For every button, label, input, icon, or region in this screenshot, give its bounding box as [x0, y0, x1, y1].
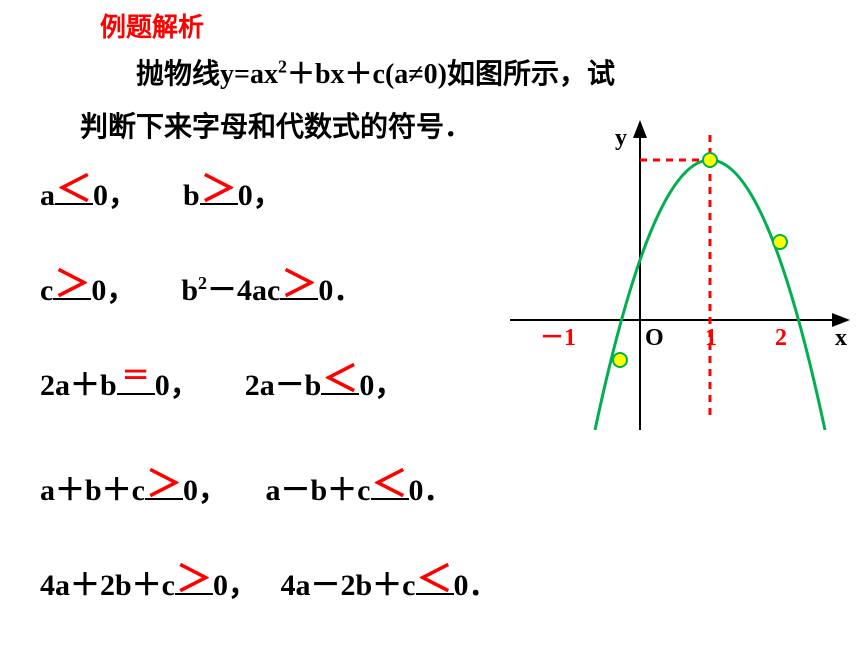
vertex-point	[703, 153, 717, 167]
parabola-graph: y x O －1 1 2	[510, 120, 850, 430]
answer-ambpc: ＜	[371, 466, 407, 502]
row-apbpc-ambpc: a＋b＋c＞0， a－b＋c＜0．	[40, 465, 454, 509]
answer-4ap2bpc: ＞	[176, 561, 212, 597]
expr-b: b	[183, 179, 200, 212]
root-point	[613, 353, 627, 367]
blank-2apb: ＝	[117, 360, 155, 395]
post-c: 0，	[91, 274, 136, 307]
y-axis-label: y	[615, 125, 627, 151]
expr-2apb: 2a＋b	[40, 369, 117, 402]
answer-c: ＞	[54, 266, 90, 302]
row-2apb-2amb: 2a＋b＝0， 2a－b＜0，	[40, 360, 404, 404]
answer-b: ＞	[201, 171, 237, 207]
expr-disc: b2－4ac	[181, 274, 280, 307]
post-a: 0，	[93, 179, 138, 212]
answer-2apb: ＝	[122, 363, 150, 391]
expr-4am2bpc: 4a－2b＋c	[281, 569, 416, 602]
expr-a: a	[40, 179, 55, 212]
blank-b: ＞	[200, 170, 238, 205]
blank-a: ＜	[55, 170, 93, 205]
post-b: 0，	[238, 179, 283, 212]
origin-label: O	[645, 325, 664, 351]
blank-disc: ＞	[280, 265, 318, 300]
post-ambpc: 0．	[409, 474, 454, 507]
tick-neg1: －1	[540, 325, 576, 351]
problem-line2: 判断下来字母和代数式的符号．	[80, 112, 472, 143]
post-disc: 0．	[318, 274, 363, 307]
blank-ambpc: ＜	[371, 465, 409, 500]
post-4am2bpc: 0．	[454, 569, 499, 602]
point-at-2	[773, 235, 787, 249]
answer-a: ＜	[56, 171, 92, 207]
tick-2: 2	[775, 325, 787, 351]
y-axis-arrow	[633, 120, 647, 138]
blank-2amb: ＜	[321, 360, 359, 395]
answer-4am2bpc: ＜	[416, 561, 452, 597]
post-2amb: 0，	[359, 369, 404, 402]
row-4ap2bpc-4am2bpc: 4a＋2b＋c＞0， 4a－2b＋c＜0．	[40, 560, 499, 604]
expr-4ap2bpc: 4a＋2b＋c	[40, 569, 175, 602]
expr-apbpc: a＋b＋c	[40, 474, 145, 507]
expr-2amb: 2a－b	[245, 369, 322, 402]
tick-1: 1	[705, 325, 717, 351]
row-a-b: a＜0， b＞0，	[40, 170, 283, 214]
blank-c: ＞	[53, 265, 91, 300]
problem-line1: 抛物线y=ax2＋bx＋c(a≠0)如图所示，试	[80, 59, 615, 90]
blank-4ap2bpc: ＞	[175, 560, 213, 595]
row-c-disc: c＞0， b2－4ac＞0．	[40, 265, 363, 309]
answer-2amb: ＜	[322, 361, 358, 397]
x-axis-label: x	[835, 325, 847, 351]
post-4ap2bpc: 0，	[213, 569, 258, 602]
expr-ambpc: a－b＋c	[266, 474, 371, 507]
blank-4am2bpc: ＜	[416, 560, 454, 595]
post-apbpc: 0，	[183, 474, 228, 507]
answer-apbpc: ＞	[146, 466, 182, 502]
post-2apb: 0，	[155, 369, 200, 402]
blank-apbpc: ＞	[145, 465, 183, 500]
answer-disc: ＞	[281, 266, 317, 302]
section-title: 例题解析	[100, 7, 204, 44]
expr-c: c	[40, 274, 53, 307]
